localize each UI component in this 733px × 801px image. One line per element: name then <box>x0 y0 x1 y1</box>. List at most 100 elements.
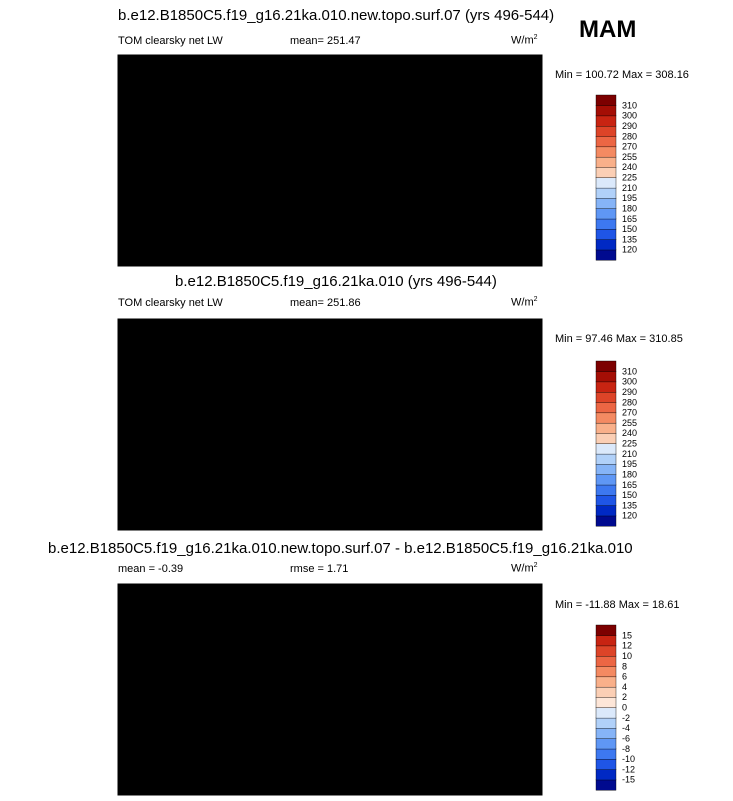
panel-1-colorbar-label-5: 195 <box>622 193 637 203</box>
panel-1-colorbar-swatch-14 <box>595 105 617 117</box>
panel-2-colorbar-swatch-7 <box>595 443 617 455</box>
panel-1-colorbar-label-0: 120 <box>622 245 637 255</box>
panel-3-colorbar-label-0: -15 <box>622 775 635 785</box>
panel-1-mean: mean= 251.47 <box>290 35 361 47</box>
panel-2-colorbar-swatch-9 <box>595 422 617 434</box>
panel-1-colorbar-swatch-2 <box>595 228 617 240</box>
panel-1-colorbar-swatch-5 <box>595 197 617 209</box>
panel-1-colorbar-label-1: 135 <box>622 234 637 244</box>
panel-3-colorbar-label-12: 10 <box>622 651 632 661</box>
panel-2-colorbar-label-7: 225 <box>622 439 637 449</box>
panel-3-colorbar-label-8: 2 <box>622 692 627 702</box>
panel-1-colorbar-swatch-11 <box>595 136 617 148</box>
panel-3-minmax: Min = -11.88 Max = 18.61 <box>555 599 680 611</box>
panel-3-colorbar-swatch-1 <box>595 769 617 781</box>
panel-2-colorbar: 1201351501651801952102252402552702802903… <box>595 360 637 527</box>
panel-3-colorbar-swatch-5 <box>595 727 617 739</box>
panel-1-colorbar-swatch-1 <box>595 239 617 251</box>
panel-3-colorbar-swatch-14 <box>595 635 617 647</box>
panel-1-colorbar-swatch-10 <box>595 146 617 158</box>
panel-1-title: b.e12.B1850C5.f19_g16.21ka.010.new.topo.… <box>118 7 555 24</box>
panel-2-colorbar-label-1: 135 <box>622 500 637 510</box>
panel-3-map <box>118 584 542 795</box>
panel-1-colorbar-swatch-0 <box>595 249 617 261</box>
panel-3-units: W/m2 <box>511 562 538 575</box>
panel-3-colorbar-swatch-2 <box>595 758 617 770</box>
panel-2-colorbar-label-9: 255 <box>622 418 637 428</box>
panel-1-colorbar-label-3: 165 <box>622 214 637 224</box>
panel-3-mean: mean = -0.39 <box>118 563 184 575</box>
panel-1-colorbar-swatch-12 <box>595 125 617 137</box>
panel-1-variable-label: TOM clearsky net LW <box>118 35 223 47</box>
panel-3-colorbar-label-4: -6 <box>622 733 630 743</box>
panel-1-colorbar-swatch-3 <box>595 218 617 230</box>
panel-3-colorbar-swatch-6 <box>595 717 617 729</box>
panel-2-colorbar-label-5: 195 <box>622 459 637 469</box>
panel-3-coastlines <box>118 588 542 782</box>
panel-2-colorbar-swatch-2 <box>595 494 617 506</box>
panel-1-colorbar-swatch-6 <box>595 187 617 199</box>
panel-2-colorbar-swatch-3 <box>595 484 617 496</box>
panel-2-colorbar-swatch-15 <box>595 360 617 372</box>
panel-2-colorbar-swatch-6 <box>595 453 617 465</box>
panel-1-frame <box>117 54 543 267</box>
panel-1-units: W/m2 <box>511 34 538 47</box>
panel-3-colorbar-swatch-15 <box>595 624 617 636</box>
panel-2-colorbar-swatch-0 <box>595 515 617 527</box>
panel-1-colorbar-label-8: 240 <box>622 162 637 172</box>
panel-2-map <box>118 319 542 530</box>
panel-2-colorbar-label-6: 210 <box>622 449 637 459</box>
panel-1-colorbar-label-6: 210 <box>622 183 637 193</box>
panel-2-colorbar-label-8: 240 <box>622 428 637 438</box>
panel-2-minmax: Min = 97.46 Max = 310.85 <box>555 333 683 345</box>
panel-2-colorbar-label-14: 310 <box>622 366 637 376</box>
panel-2-colorbar-swatch-12 <box>595 391 617 403</box>
panel-3-colorbar-swatch-11 <box>595 666 617 678</box>
panel-2-units: W/m2 <box>511 296 538 309</box>
panel-3-colorbar-label-6: -2 <box>622 713 630 723</box>
panel-2-colorbar-label-3: 165 <box>622 480 637 490</box>
panel-2-colorbar-swatch-13 <box>595 381 617 393</box>
panel-2-colorbar-swatch-4 <box>595 474 617 486</box>
panel-2-frame <box>117 318 543 531</box>
panel-1-colorbar-label-4: 180 <box>622 203 637 213</box>
panel-3-colorbar-label-5: -4 <box>622 723 630 733</box>
panel-2-colorbar-swatch-5 <box>595 463 617 475</box>
panel-2-coastlines <box>118 323 542 517</box>
season-label: MAM <box>579 16 637 43</box>
panel-3-colorbar-swatch-4 <box>595 738 617 750</box>
panel-3-colorbar-swatch-0 <box>595 779 617 791</box>
panel-3-colorbar-swatch-12 <box>595 655 617 667</box>
panel-2-variable-label: TOM clearsky net LW <box>118 297 223 309</box>
panel-2-colorbar-label-11: 280 <box>622 397 637 407</box>
panel-1-coastlines <box>118 59 542 253</box>
panel-3-colorbar-swatch-10 <box>595 676 617 688</box>
panel-2-colorbar-swatch-14 <box>595 371 617 383</box>
panel-3-frame <box>117 583 543 796</box>
panel-3-colorbar-label-11: 8 <box>622 661 627 671</box>
panel-2-colorbar-swatch-1 <box>595 505 617 517</box>
panel-3-title: b.e12.B1850C5.f19_g16.21ka.010.new.topo.… <box>48 540 633 557</box>
panel-1-colorbar-label-11: 280 <box>622 131 637 141</box>
panel-2-colorbar-label-10: 270 <box>622 408 637 418</box>
panel-1-colorbar: 1201351501651801952102252402552702802903… <box>595 94 637 261</box>
panel-2-colorbar-label-4: 180 <box>622 469 637 479</box>
panel-1-colorbar-label-10: 270 <box>622 142 637 152</box>
panel-2-colorbar-swatch-10 <box>595 412 617 424</box>
panel-1-map <box>118 55 542 266</box>
panel-1-minmax: Min = 100.72 Max = 308.16 <box>555 69 689 81</box>
panel-1-colorbar-label-13: 300 <box>622 111 637 121</box>
panel-2-colorbar-label-2: 150 <box>622 490 637 500</box>
panel-3-colorbar-swatch-8 <box>595 696 617 709</box>
panel-1-colorbar-swatch-8 <box>595 166 617 179</box>
panel-2-colorbar-swatch-11 <box>595 402 617 414</box>
panel-2-title: b.e12.B1850C5.f19_g16.21ka.010 (yrs 496-… <box>175 273 497 290</box>
panel-3-colorbar-label-13: 12 <box>622 641 632 651</box>
panel-1-colorbar-swatch-4 <box>595 208 617 220</box>
panel-3-colorbar-label-10: 6 <box>622 672 627 682</box>
panel-3-colorbar-label-14: 15 <box>622 630 632 640</box>
panel-1-colorbar-label-7: 225 <box>622 173 637 183</box>
panel-1-colorbar-swatch-13 <box>595 115 617 127</box>
panel-2-colorbar-swatch-8 <box>595 432 617 445</box>
